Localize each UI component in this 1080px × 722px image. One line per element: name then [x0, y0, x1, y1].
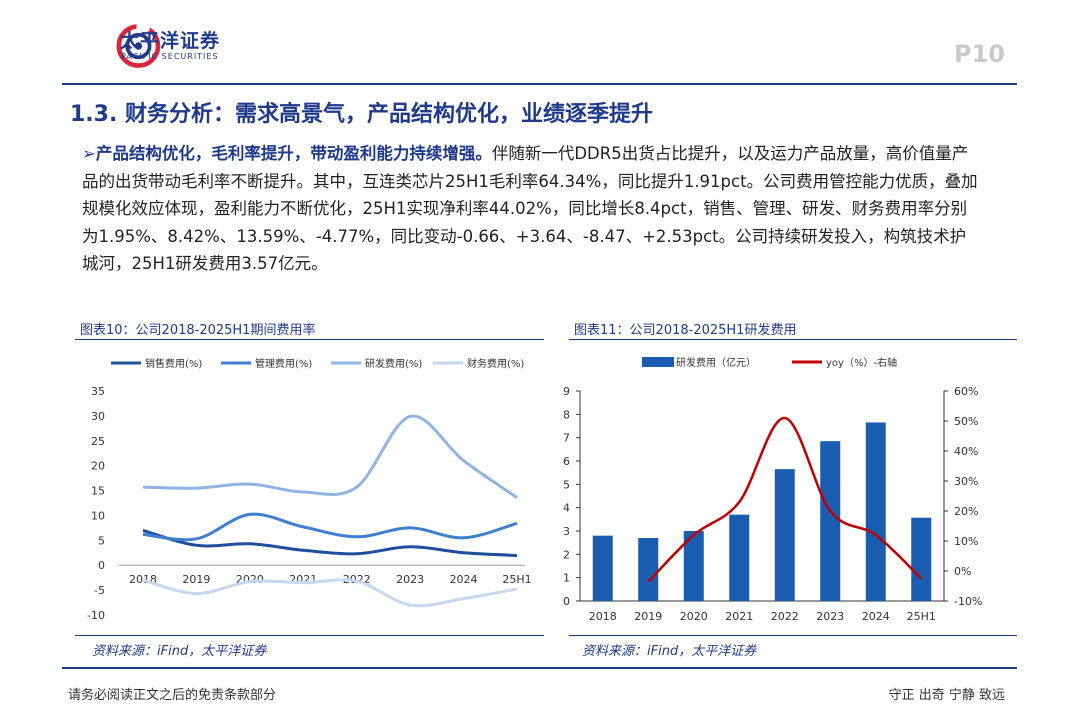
- expense-ratio-chart: 销售费用(%) 管理费用(%) 研发费用(%) 财务费用(%) 35 30 25 20 15 10…: [87, 357, 532, 622]
- x-tick-label: 2020: [680, 610, 708, 623]
- logo-text-en: PACIFIC SECURITIES: [121, 52, 219, 61]
- y-left-tick-label: 0: [563, 595, 570, 608]
- x-tick-label: 2023: [396, 573, 424, 586]
- paragraph-text: 伴随新一代DDR5出货占比提升，以及运力产品放量，高价值量产品的出货带动毛利率不…: [82, 144, 978, 273]
- rd-expense-bar: [911, 517, 932, 601]
- y-left-tick-label: 9: [563, 385, 570, 398]
- rd-expense-bar: [820, 441, 841, 601]
- y-right-tick-label: 10%: [954, 535, 978, 548]
- disclaimer-note: 请务必阅读正文之后的免责条款部分: [68, 688, 277, 703]
- y-tick-label: 0: [98, 559, 105, 572]
- y-right-tick-label: 20%: [954, 505, 978, 518]
- y-tick-label: 20: [91, 460, 105, 473]
- figure11-title: 图表11：公司2018-2025H1研发费用: [574, 323, 797, 338]
- section-title: 1.3. 财务分析：需求高景气，产品结构优化，业绩逐季提升: [70, 102, 653, 127]
- figure11-top-rule: [569, 339, 1017, 340]
- x-tick-label: 2024: [450, 573, 478, 586]
- y-tick-label: 30: [91, 410, 105, 423]
- page-number: P10: [954, 40, 1005, 68]
- y-left-tick-label: 6: [563, 455, 570, 468]
- y-left-tick-label: 7: [563, 432, 570, 445]
- pacific-securities-logo: [116, 21, 161, 68]
- series-line-1: [142, 528, 518, 557]
- figure10-bottom-rule: [75, 635, 544, 636]
- header-divider: [62, 83, 1017, 85]
- rd-expense-bar: [592, 535, 613, 601]
- series-line-2: [142, 512, 518, 542]
- x-tick-label: 2018: [589, 610, 617, 623]
- y-right-tick-label: 30%: [954, 475, 978, 488]
- legend-swatch: [642, 357, 674, 367]
- x-tick-label: 2024: [862, 610, 890, 623]
- company-motto: 守正 出奇 宁静 致远: [888, 688, 1005, 703]
- x-tick-label: 2023: [816, 610, 844, 623]
- figure10-title: 图表10：公司2018-2025H1期间费用率: [80, 323, 316, 338]
- x-tick-label: 2022: [771, 610, 799, 623]
- logo-text-cn: 太平洋证券: [120, 30, 221, 52]
- x-tick-label: 2021: [725, 610, 753, 623]
- y-tick-label: 25: [91, 435, 105, 448]
- legend-label: 研发费用（亿元）: [676, 356, 756, 369]
- x-tick-label: 2019: [634, 610, 662, 623]
- figure10-source: 资料来源：iFind，太平洋证券: [92, 644, 267, 659]
- y-tick-label: 35: [91, 385, 105, 398]
- y-right-tick-label: 60%: [954, 385, 978, 398]
- body-paragraph: ➢产品结构优化，毛利率提升，带动盈利能力持续增强。伴随新一代DDR5出货占比提升…: [82, 140, 982, 278]
- y-left-tick-label: 8: [563, 408, 570, 421]
- y-tick-label: 5: [98, 534, 105, 547]
- legend-label: 销售费用(%): [145, 357, 202, 370]
- y-left-tick-label: 1: [563, 572, 570, 585]
- rd-expense-bar: [683, 531, 704, 601]
- legend-label: 研发费用(%): [365, 357, 422, 370]
- y-left-tick-label: 5: [563, 478, 570, 491]
- rd-expense-bar: [865, 422, 886, 601]
- footer-divider: [62, 667, 1017, 669]
- legend-label: yoy（%）-右轴: [826, 356, 897, 369]
- x-tick-label: 25H1: [502, 573, 531, 586]
- y-right-tick-label: -10%: [954, 595, 982, 608]
- y-tick-label: 15: [91, 485, 105, 498]
- legend-label: 财务费用(%): [467, 357, 524, 370]
- rd-expense-bar: [638, 538, 659, 601]
- yoy-line: [647, 416, 923, 583]
- y-tick-label: -5: [94, 584, 105, 597]
- series-line-3: [142, 414, 518, 499]
- figure11-source: 资料来源：iFind，太平洋证券: [582, 644, 757, 659]
- y-left-tick-label: 3: [563, 525, 570, 538]
- figure10-top-rule: [75, 339, 544, 340]
- rd-expense-bar: [774, 469, 795, 601]
- y-left-tick-label: 4: [563, 502, 570, 515]
- x-tick-label: 25H1: [907, 610, 936, 623]
- legend-label: 管理费用(%): [255, 357, 312, 370]
- y-right-tick-label: 40%: [954, 445, 978, 458]
- y-left-tick-label: 2: [563, 548, 570, 561]
- bullet-arrow-icon: ➢: [82, 144, 96, 163]
- y-right-tick-label: 50%: [954, 415, 978, 428]
- rd-expense-bar: [729, 514, 750, 601]
- y-tick-label: -10: [87, 609, 105, 622]
- y-right-tick-label: 0%: [954, 565, 971, 578]
- series-line-4: [142, 578, 518, 608]
- x-tick-label: 2019: [182, 573, 210, 586]
- rd-expense-chart: 研发费用（亿元） yoy（%）-右轴 9 8 7 6 5 4 3 2 1 0 60% 50% 40% 30% 2…: [563, 356, 982, 623]
- y-tick-label: 10: [91, 509, 105, 522]
- figure11-bottom-rule: [569, 635, 1017, 636]
- x-tick-label: 2021: [289, 573, 317, 586]
- paragraph-lead: 产品结构优化，毛利率提升，带动盈利能力持续增强。: [95, 144, 492, 163]
